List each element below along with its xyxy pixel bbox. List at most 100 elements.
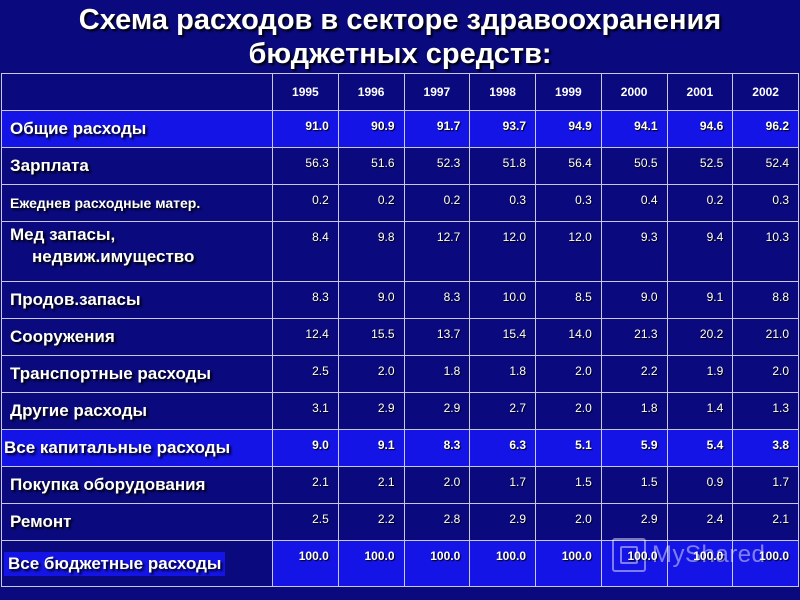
row-value: 9.4 (666, 221, 734, 282)
expenditure-table-container: 1995 1996 1997 1998 1999 2000 2001 2002 … (1, 73, 799, 597)
row-value: 0.2 (337, 184, 405, 222)
row-value: 9.1 (337, 429, 405, 467)
table-row-food-supplies: Продов.запасы 8.3 9.0 8.3 10.0 8.5 9.0 9… (1, 281, 799, 319)
row-value: 0.9 (666, 466, 734, 504)
row-label-line-2: недвиж.имущество (32, 247, 195, 266)
row-value: 51.6 (337, 147, 405, 185)
row-label-line-1: Мед запасы, (10, 225, 116, 244)
row-value: 8.3 (272, 281, 339, 319)
row-value: 0.3 (732, 184, 799, 222)
row-value: 90.9 (337, 110, 405, 148)
row-value: 9.0 (600, 281, 668, 319)
row-value: 2.8 (403, 503, 471, 541)
row-value: 2.9 (600, 503, 668, 541)
watermark: MyShared (612, 535, 792, 575)
row-value: 9.0 (337, 281, 405, 319)
row-value: 2.1 (732, 503, 799, 541)
row-value: 96.2 (732, 110, 799, 148)
row-value: 2.2 (337, 503, 405, 541)
row-value: 8.5 (535, 281, 602, 319)
row-value: 2.2 (600, 355, 668, 393)
header-corner-cell (1, 73, 273, 111)
row-value: 12.0 (469, 221, 536, 282)
row-value: 2.0 (337, 355, 405, 393)
row-value: 15.5 (337, 318, 405, 356)
page-title: Схема расходов в секторе здравоохранения… (0, 0, 800, 71)
row-value: 0.2 (272, 184, 339, 222)
year-header: 2000 (600, 73, 668, 111)
table-row-facilities: Сооружения 12.4 15.5 13.7 15.4 14.0 21.3… (1, 318, 799, 356)
row-value: 1.9 (666, 355, 734, 393)
row-value: 9.3 (600, 221, 668, 282)
row-value: 1.5 (535, 466, 602, 504)
row-label: Общие расходы (1, 110, 273, 148)
row-value: 2.9 (403, 392, 471, 430)
row-value: 2.7 (469, 392, 536, 430)
row-value: 2.1 (337, 466, 405, 504)
row-value: 2.4 (666, 503, 734, 541)
row-value: 56.4 (535, 147, 602, 185)
row-value: 14.0 (535, 318, 602, 356)
row-value: 0.3 (469, 184, 536, 222)
row-value: 94.1 (600, 110, 668, 148)
row-value: 100.0 (403, 540, 471, 587)
total-budget-label: Все бюджетные расходы (4, 551, 226, 576)
title-line-2: бюджетных средств: (248, 38, 552, 70)
row-value: 8.3 (403, 429, 471, 467)
year-header: 2002 (732, 73, 799, 111)
table-row-total-expenses: Общие расходы 91.0 90.9 91.7 93.7 94.9 9… (1, 110, 799, 148)
table-row-medical-supplies: Мед запасы, недвиж.имущество 8.4 9.8 12.… (1, 221, 799, 282)
row-value: 9.1 (666, 281, 734, 319)
table-header-row: 1995 1996 1997 1998 1999 2000 2001 2002 (1, 73, 799, 111)
row-label: Транспортные расходы (1, 355, 273, 393)
row-value: 1.8 (600, 392, 668, 430)
row-value: 100.0 (600, 540, 668, 587)
row-value: 1.8 (469, 355, 536, 393)
year-header: 1996 (337, 73, 405, 111)
row-label: Все капитальные расходы (1, 429, 273, 467)
row-value: 2.0 (403, 466, 471, 504)
row-value: 91.0 (272, 110, 339, 148)
row-value: 10.3 (732, 221, 799, 282)
row-value: 50.5 (600, 147, 668, 185)
table-row-capital-expenses: Все капитальные расходы 9.0 9.1 8.3 6.3 … (1, 429, 799, 467)
presentation-icon (612, 538, 646, 572)
row-value: 2.0 (732, 355, 799, 393)
row-value: 3.1 (272, 392, 339, 430)
row-label: Зарплата (1, 147, 273, 185)
row-value: 0.2 (403, 184, 471, 222)
row-value: 12.0 (535, 221, 602, 282)
table-row-transport: Транспортные расходы 2.5 2.0 1.8 1.8 2.0… (1, 355, 799, 393)
row-value: 9.8 (337, 221, 405, 282)
row-value: 56.3 (272, 147, 339, 185)
title-line-1: Схема расходов в секторе здравоохранения (78, 4, 722, 36)
row-value: 100.0 (732, 540, 799, 587)
row-value: 20.2 (666, 318, 734, 356)
row-value: 9.0 (272, 429, 339, 467)
row-label: Ремонт (1, 503, 273, 541)
row-value: 0.4 (600, 184, 668, 222)
row-value: 52.4 (732, 147, 799, 185)
row-value: 2.0 (535, 355, 602, 393)
year-header: 1999 (535, 73, 602, 111)
year-header: 1998 (469, 73, 536, 111)
row-label: Мед запасы, недвиж.имущество (1, 221, 273, 282)
row-value: 100.0 (272, 540, 339, 587)
row-value: 1.4 (666, 392, 734, 430)
row-value: 2.1 (272, 466, 339, 504)
row-value: 12.4 (272, 318, 339, 356)
year-header: 1995 (272, 73, 339, 111)
row-value: 100.0 (535, 540, 602, 587)
year-header: 2001 (666, 73, 734, 111)
row-value: 52.5 (666, 147, 734, 185)
table-row-total-budget: Все бюджетные расходы 100.0 100.0 100.0 … (1, 540, 799, 587)
row-value: 5.4 (666, 429, 734, 467)
expenditure-table: 1995 1996 1997 1998 1999 2000 2001 2002 … (1, 73, 799, 587)
year-header: 1997 (403, 73, 471, 111)
row-value: 2.0 (535, 503, 602, 541)
table-row-other: Другие расходы 3.1 2.9 2.9 2.7 2.0 1.8 1… (1, 392, 799, 430)
row-value: 52.3 (403, 147, 471, 185)
row-value: 2.5 (272, 503, 339, 541)
row-label: Другие расходы (1, 392, 273, 430)
row-value: 1.3 (732, 392, 799, 430)
